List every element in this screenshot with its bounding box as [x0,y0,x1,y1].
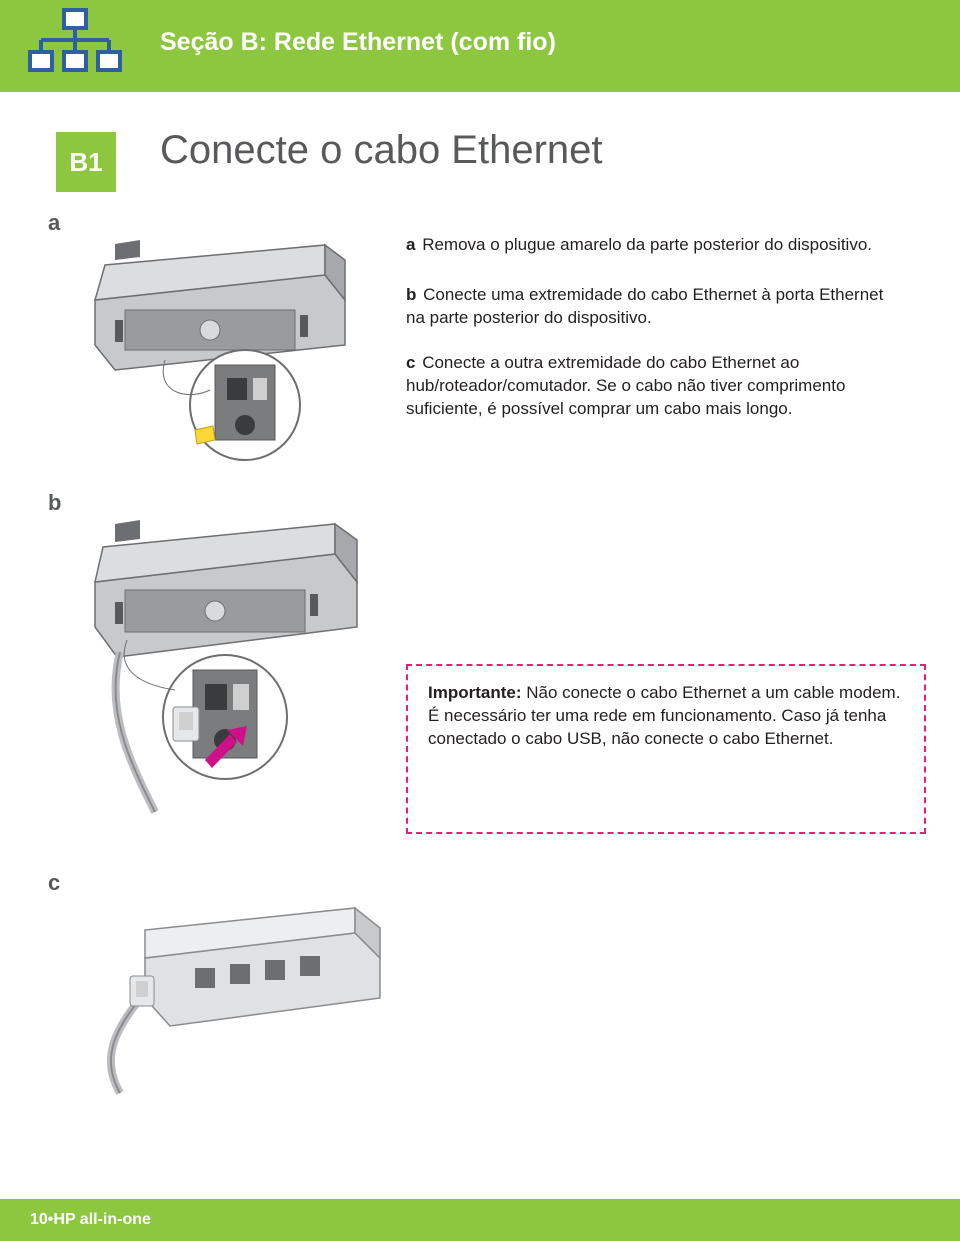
step-title: Conecte o cabo Ethernet [160,128,603,173]
instruction-c-lead: c [406,353,415,372]
footer-product: HP all-in-one [53,1211,151,1229]
instruction-a-text: Remova o plugue amarelo da parte posteri… [417,235,872,254]
instruction-b: b Conecte uma extremidade do cabo Ethern… [406,284,900,330]
footer-page-number: 10 [30,1211,48,1229]
instruction-b-lead: b [406,285,416,304]
section-title: Seção B: Rede Ethernet (com fio) [160,28,556,57]
illustration-b [75,512,395,837]
important-box: Importante: Não conecte o cabo Ethernet … [406,664,926,834]
illustration-a [75,230,375,475]
label-b: b [48,490,61,516]
instruction-c-text: Conecte a outra extremidade do cabo Ethe… [406,353,845,418]
instruction-c: c Conecte a outra extremidade do cabo Et… [406,352,900,421]
step-badge: B1 [56,132,116,192]
label-a: a [48,210,60,236]
instruction-a: a Remova o plugue amarelo da parte poste… [406,234,900,257]
network-icon [28,8,122,83]
footer-band: 10 • HP all-in-one [0,1199,960,1241]
instruction-a-lead: a [406,235,415,254]
label-c: c [48,870,60,896]
instruction-b-text: Conecte uma extremidade do cabo Ethernet… [406,285,883,327]
illustration-c [85,898,395,1103]
important-label: Importante: [428,683,522,702]
